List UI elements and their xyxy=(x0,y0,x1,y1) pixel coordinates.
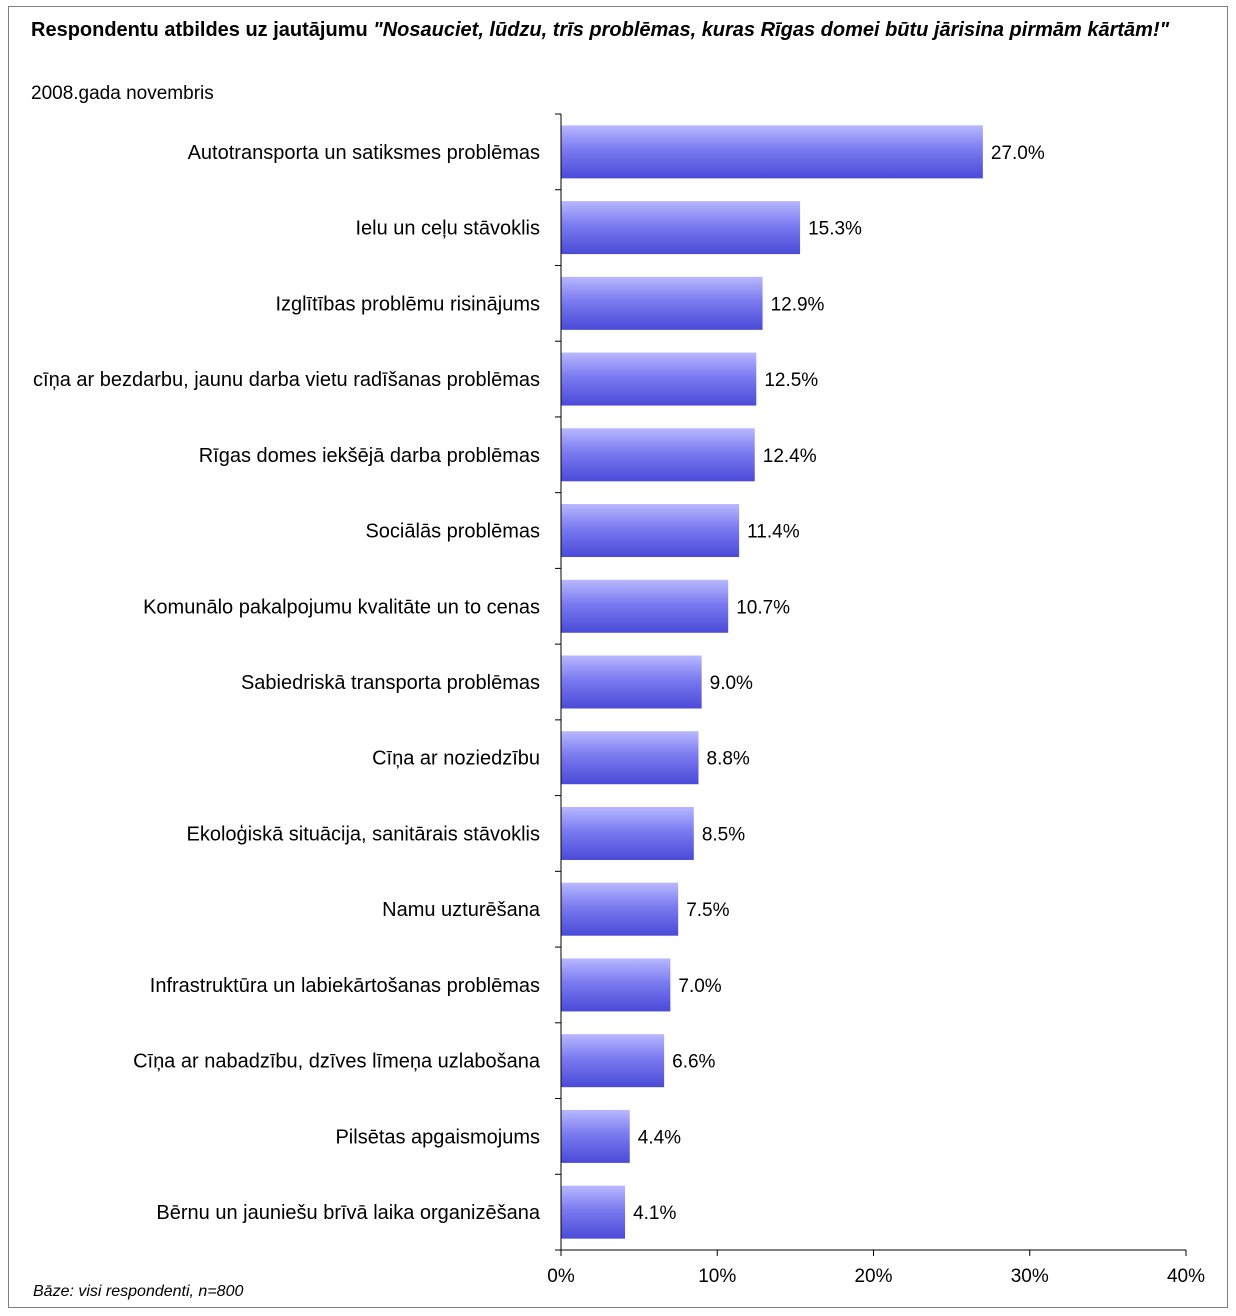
bar xyxy=(561,655,702,709)
value-label: 7.0% xyxy=(678,976,721,997)
value-label: 8.5% xyxy=(702,824,745,845)
category-label: Sociālās problēmas xyxy=(365,521,540,543)
value-label: 10.7% xyxy=(736,597,790,618)
bar xyxy=(561,1109,630,1163)
x-tick-label: 0% xyxy=(547,1266,575,1287)
category-label: Izglītības problēmu risinājums xyxy=(275,293,540,315)
value-label: 4.4% xyxy=(638,1127,681,1148)
chart-frame xyxy=(8,6,1228,1308)
category-label: Komunālo pakalpojumu kvalitāte un to cen… xyxy=(143,596,540,618)
value-label: 9.0% xyxy=(710,673,753,694)
value-label: 12.9% xyxy=(771,294,825,315)
title-question: "Nosauciet, lūdzu, trīs problēmas, kuras… xyxy=(373,19,1170,41)
category-label: Ekoloģiskā situācija, sanitārais stāvokl… xyxy=(187,823,541,845)
category-label: Pilsētas apgaismojums xyxy=(335,1126,540,1148)
category-label: Cīņa ar nabadzību, dzīves līmeņa uzlaboš… xyxy=(133,1051,541,1073)
value-label: 8.8% xyxy=(707,749,750,770)
value-label: 15.3% xyxy=(808,219,862,240)
bar xyxy=(561,579,729,633)
bar xyxy=(561,806,694,860)
bar xyxy=(561,882,679,936)
bar xyxy=(561,731,699,785)
value-label: 12.4% xyxy=(763,446,817,467)
category-label: Namu uzturēšana xyxy=(382,899,541,921)
x-tick-label: 20% xyxy=(854,1266,892,1287)
bar xyxy=(561,276,763,330)
x-tick-label: 40% xyxy=(1167,1266,1205,1287)
title-bold-part: Respondentu atbildes uz jautājumu xyxy=(31,19,374,41)
category-label: Autotransporta un satiksmes problēmas xyxy=(188,142,540,164)
base-note: Bāze: visi respondenti, n=800 xyxy=(33,1283,244,1300)
bar xyxy=(561,1185,626,1239)
bar xyxy=(561,504,740,558)
bar xyxy=(561,352,757,406)
value-label: 6.6% xyxy=(672,1052,715,1073)
category-label: Rīgas domes iekšējā darba problēmas xyxy=(199,445,540,467)
category-label: Sabiedriskā transporta problēmas xyxy=(241,672,540,694)
category-label: Bērnu un jauniešu brīvā laika organizēša… xyxy=(156,1202,540,1224)
bar xyxy=(561,201,801,255)
value-label: 27.0% xyxy=(991,143,1045,164)
bar xyxy=(561,958,671,1012)
x-tick-label: 30% xyxy=(1011,1266,1049,1287)
category-label: Cīņa ar noziedzību xyxy=(372,748,540,770)
bar xyxy=(561,1034,665,1088)
chart-subtitle: 2008.gada novembris xyxy=(31,83,214,104)
category-label: Infrastruktūra un labiekārtošanas problē… xyxy=(150,975,540,997)
chart-title: Respondentu atbildes uz jautājumu "Nosau… xyxy=(31,16,1211,44)
value-label: 4.1% xyxy=(633,1203,676,1224)
bar xyxy=(561,125,983,179)
bar xyxy=(561,428,755,482)
category-label: cīņa ar bezdarbu, jaunu darba vietu radī… xyxy=(33,369,540,391)
value-label: 12.5% xyxy=(764,370,818,391)
value-label: 11.4% xyxy=(747,522,800,543)
value-label: 7.5% xyxy=(686,900,729,921)
category-label: Ielu un ceļu stāvoklis xyxy=(355,218,540,240)
x-tick-label: 10% xyxy=(698,1266,736,1287)
